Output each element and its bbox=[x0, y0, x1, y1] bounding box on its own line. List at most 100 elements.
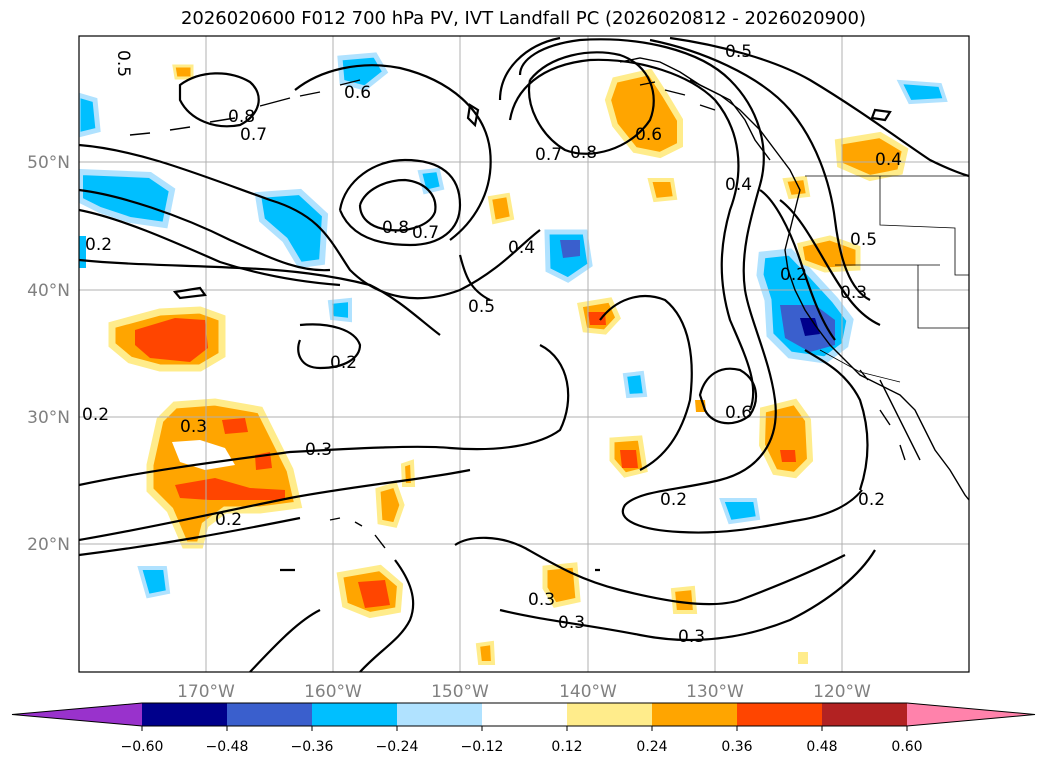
pos-blob bbox=[146, 398, 303, 549]
contour-label: 0.8 bbox=[228, 107, 255, 127]
pos-blob bbox=[175, 478, 285, 500]
contour-label: 0.3 bbox=[678, 627, 705, 647]
lat-label-40n: 40°N bbox=[27, 281, 70, 301]
contour-label: 0.5 bbox=[725, 42, 752, 62]
neg-blob bbox=[137, 566, 171, 599]
contour-label: 0.2 bbox=[215, 510, 242, 530]
neg-blob bbox=[896, 79, 948, 105]
colorbar-tick-label: −0.24 bbox=[376, 739, 419, 755]
lon-labels: 170°W 160°W 150°W 140°W 130°W 120°W bbox=[177, 682, 871, 702]
contour-label: 0.3 bbox=[180, 417, 207, 437]
neg-blob bbox=[800, 318, 820, 336]
gridlines bbox=[79, 36, 969, 672]
neg-blob bbox=[337, 52, 389, 91]
pos-blob bbox=[172, 64, 194, 80]
colorbar-under-extension bbox=[12, 703, 142, 726]
colorbar-tick-label: 0.48 bbox=[806, 739, 837, 755]
neg-blob bbox=[719, 498, 761, 525]
contour-labels: 0.5 0.6 0.8 0.7 0.8 0.7 0.4 0.5 0.7 0.8 … bbox=[82, 42, 902, 647]
contour-label: 0.8 bbox=[382, 218, 409, 238]
colorbar-bin bbox=[482, 703, 568, 726]
colorbar-tick-label: −0.48 bbox=[206, 739, 249, 755]
pos-blob bbox=[758, 398, 814, 479]
contour-label: 0.6 bbox=[635, 125, 662, 145]
pos-blob bbox=[834, 131, 909, 182]
contour-label: 0.4 bbox=[508, 238, 535, 258]
contour-label: 0.2 bbox=[82, 405, 109, 425]
pos-blob bbox=[375, 481, 405, 528]
contour-label: 0.4 bbox=[875, 150, 902, 170]
contour-label: 0.2 bbox=[85, 235, 112, 255]
contour-label: 0.2 bbox=[330, 353, 357, 373]
pos-blob bbox=[487, 192, 515, 225]
colorbar-bin bbox=[652, 703, 738, 726]
pos-blob bbox=[135, 318, 208, 362]
contour-label: 0.3 bbox=[528, 590, 555, 610]
neg-blob bbox=[79, 168, 176, 229]
pos-blob bbox=[782, 175, 811, 200]
colorbar-tick-labels: −0.60 −0.48 −0.36 −0.24 −0.12 0.12 0.24 … bbox=[121, 739, 923, 755]
colorbar-tick-label: −0.36 bbox=[291, 739, 334, 755]
contour-label: 0.5 bbox=[850, 230, 877, 250]
contour-label: 0.5 bbox=[468, 297, 495, 317]
contour-label: 0.3 bbox=[305, 440, 332, 460]
colorbar-bin bbox=[737, 703, 823, 726]
pos-blob bbox=[620, 450, 638, 468]
colorbar: −0.60 −0.48 −0.36 −0.24 −0.12 0.12 0.24 … bbox=[11, 702, 1036, 755]
colorbar-tick-label: 0.36 bbox=[721, 739, 752, 755]
colorbar-bin bbox=[567, 703, 653, 726]
contour-label: 0.6 bbox=[725, 403, 752, 423]
contour-label: 0.2 bbox=[858, 490, 885, 510]
lat-label-20n: 20°N bbox=[27, 535, 70, 555]
lon-label-150w: 150°W bbox=[431, 682, 489, 702]
colorbar-tick-label: 0.60 bbox=[891, 739, 922, 755]
pos-blob bbox=[670, 585, 698, 614]
lat-labels: 50°N 40°N 30°N 20°N bbox=[27, 153, 70, 555]
colorbar-over-extension bbox=[907, 703, 1035, 726]
lon-label-120w: 120°W bbox=[813, 682, 871, 702]
pos-blob bbox=[588, 312, 606, 325]
colorbar-tick-label: 0.12 bbox=[551, 739, 582, 755]
neg-blob bbox=[560, 240, 580, 258]
contour-label: 0.4 bbox=[725, 175, 752, 195]
pos-blob bbox=[647, 178, 678, 203]
contour-label: 0.7 bbox=[535, 145, 562, 165]
contour-label: 0.6 bbox=[344, 83, 371, 103]
pos-blob bbox=[798, 652, 808, 664]
contour-label: 0.7 bbox=[240, 125, 267, 145]
lon-label-160w: 160°W bbox=[304, 682, 362, 702]
colorbar-tick-label: −0.60 bbox=[121, 739, 164, 755]
pos-blob bbox=[222, 418, 248, 434]
contour-label: 0.8 bbox=[570, 143, 597, 163]
lon-label-170w: 170°W bbox=[177, 682, 235, 702]
contour-label: 0.3 bbox=[558, 613, 585, 633]
lat-label-50n: 50°N bbox=[27, 153, 70, 173]
contour-label: 0.5 bbox=[113, 50, 133, 77]
colorbar-bin bbox=[397, 703, 483, 726]
colorbar-tick-label: −0.12 bbox=[461, 739, 504, 755]
colorbar-bin bbox=[822, 703, 908, 726]
map-title: 2026020600 F012 700 hPa PV, IVT Landfall… bbox=[180, 8, 867, 29]
colorbar-bin bbox=[227, 703, 313, 726]
pos-blob bbox=[604, 68, 683, 159]
colorbar-bin bbox=[142, 703, 228, 726]
contour-label: 0.2 bbox=[780, 265, 807, 285]
coastlines bbox=[129, 57, 969, 549]
contour-label: 0.3 bbox=[840, 283, 867, 303]
lon-label-130w: 130°W bbox=[686, 682, 744, 702]
map-frame bbox=[78, 35, 970, 673]
pos-blob bbox=[780, 450, 796, 462]
contour-label: 0.7 bbox=[412, 223, 439, 243]
lat-label-30n: 30°N bbox=[27, 408, 70, 428]
contour-label: 0.2 bbox=[660, 490, 687, 510]
pos-blob bbox=[358, 580, 390, 608]
lon-label-140w: 140°W bbox=[559, 682, 617, 702]
neg-blob bbox=[622, 370, 648, 399]
pos-blob bbox=[475, 640, 496, 665]
pv-contours bbox=[79, 36, 969, 672]
colorbar-bin bbox=[312, 703, 398, 726]
neg-blob bbox=[327, 297, 352, 323]
shading-layer bbox=[79, 52, 948, 665]
neg-blob bbox=[417, 167, 445, 195]
